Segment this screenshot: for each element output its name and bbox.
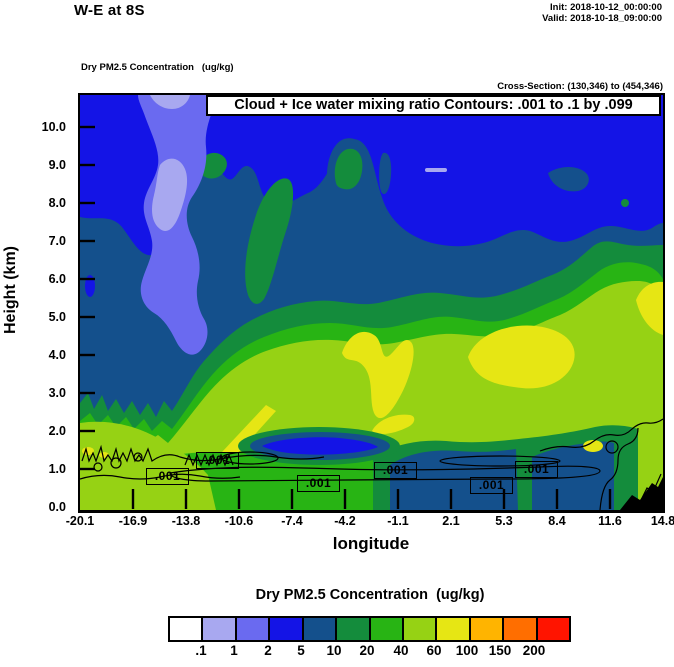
fill-lavender-top [150,95,190,109]
cross-section-plot [80,95,663,510]
colorbar-cell [335,618,369,640]
x-tick-label: 8.4 [548,514,566,528]
x-tick-label: -20.1 [65,514,95,528]
colorbar-cell [234,618,269,640]
colorbar-cell [502,618,536,640]
contour-label: .001 [515,461,558,478]
fill-steel-sliver [379,152,392,195]
y-tick-label: 8.0 [48,196,66,210]
y-tick-label: 3.0 [48,386,66,400]
contour-info-banner: Cloud + Ice water mixing ratio Contours:… [206,95,661,116]
y-tick-label: 5.0 [48,310,66,324]
cross-section-coords: Cross-Section: (130,346) to (454,346) [497,81,663,92]
colorbar-cell [468,618,503,640]
fill-lavender-dash [425,168,447,172]
colorbar-cell [435,618,469,640]
colorbar-cell [368,618,402,640]
colorbar-tick-label: 10 [326,643,342,658]
colorbar-tick-label: 5 [297,643,305,658]
field-fill: Dry PM2.5 Concentration (ug/kg) [81,62,234,73]
colorbar-cell [201,618,235,640]
colorbar-cell [170,618,202,640]
colorbar-title: Dry PM2.5 Concentration (ug/kg) [255,587,485,603]
colorbar-tick-label: 100 [455,643,479,658]
x-tick-label: 14.8 [650,514,674,528]
fill-darkgreen-core [334,148,363,190]
fill-yellow-v [342,331,414,419]
x-tick-label: 5.3 [495,514,513,528]
page-title: W-E at 8S [74,2,145,19]
fill-yellow-blob [468,325,575,389]
x-tick-label: -7.4 [281,514,303,528]
model-times: Init: 2018-10-12_00:00:00 Valid: 2018-10… [390,2,662,24]
colorbar-tick-label: 200 [522,643,546,658]
contour-label: .001 [297,475,340,492]
y-tick-label: 9.0 [48,158,66,172]
y-tick-label: 10.0 [41,120,66,134]
cloud-ice-contour-lines [80,418,663,510]
fill-darkgreen-dot [621,199,629,207]
init-time: Init: 2018-10-12_00:00:00 [550,2,662,13]
x-tick-label: -10.6 [224,514,254,528]
fill-yellow-corner [636,281,663,335]
x-tick-label: 11.6 [598,514,622,528]
valid-time: Valid: 2018-10-18_09:00:00 [542,13,662,24]
contour-label: .001 [196,452,239,469]
x-tick-label: -1.1 [387,514,409,528]
x-axis-title: longitude [332,534,410,553]
colorbar [168,616,571,642]
fill-yellow-patch-small [372,414,415,434]
colorbar-tick-label: 60 [426,643,442,658]
colorbar-tick-label: 2 [264,643,272,658]
y-tick-label: 2.0 [48,424,66,438]
x-tick-label: 2.1 [442,514,460,528]
axis-ticks [80,125,612,509]
colorbar-tick-label: 1 [230,643,238,658]
colorbar-cell [401,618,436,640]
fill-darkgreen-diagonal [245,178,294,304]
contour-label: .001 [146,468,189,485]
fill-streak-core [262,437,378,455]
colorbar-tick-label: .1 [195,643,207,658]
fill-steel-comma [548,167,589,192]
y-tick-label: 7.0 [48,234,66,248]
colorbar-tick-label: 20 [359,643,375,658]
contour-label: .001 [470,477,513,494]
plot-frame: Cloud + Ice water mixing ratio Contours:… [78,93,665,513]
fill-lavender-core [152,158,188,232]
y-tick-label: 6.0 [48,272,66,286]
colorbar-cell [268,618,302,640]
colorbar-cell [535,618,570,640]
fill-blue-speck-left [85,275,95,297]
contour-label: .001 [374,462,417,479]
y-tick-label: 1.0 [48,462,66,476]
colorbar-tick-label: 150 [488,643,512,658]
y-tick-label: 0.0 [48,500,66,514]
x-tick-label: -16.9 [118,514,148,528]
fill-yellow-spot-right [583,440,603,452]
x-tick-label: -13.8 [171,514,201,528]
y-tick-label: 4.0 [48,348,66,362]
fill-yellowgreen-floor-left [80,421,216,510]
fill-periwinkle-plume [138,95,218,355]
colorbar-cell [301,618,336,640]
colorbar-tick-label: 40 [393,643,409,658]
x-tick-label: -4.2 [334,514,356,528]
